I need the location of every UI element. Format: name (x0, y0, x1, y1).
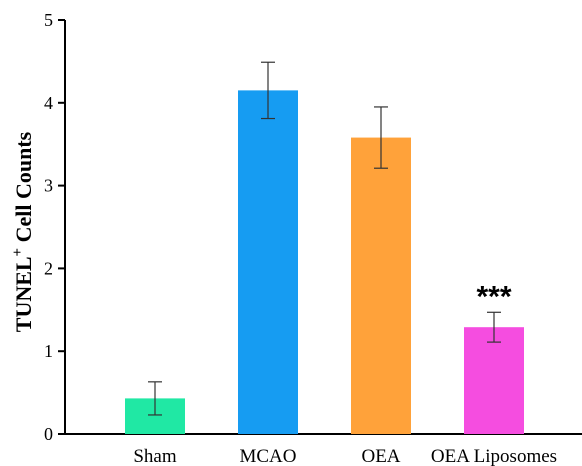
y-tick-label-4: 4 (44, 93, 53, 113)
x-tick-label-0: Sham (133, 446, 177, 466)
x-axis-labels: Sham MCAO OEA OEA Liposomes (133, 446, 557, 466)
y-tick-label-3: 3 (44, 176, 53, 196)
bars (125, 90, 524, 435)
y-axis-ticks: 0 1 2 3 4 5 (44, 10, 65, 444)
y-axis-label: TUNEL+ Cell Counts (10, 131, 36, 332)
bar-oea (351, 137, 411, 435)
bar-mcao (238, 90, 298, 434)
y-tick-label-5: 5 (44, 10, 53, 30)
bar-oea-liposomes (464, 327, 524, 434)
x-tick-label-1: MCAO (239, 446, 296, 466)
error-bars (148, 61, 501, 416)
y-tick-label-2: 2 (44, 258, 53, 278)
y-axis-label-suffix: Cell Counts (11, 131, 36, 248)
x-tick-label-3: OEA Liposomes (431, 446, 557, 466)
y-tick-label-0: 0 (44, 424, 53, 444)
y-axis-label-superscript: + (10, 248, 26, 257)
significance-annotations: *** (476, 280, 511, 313)
y-axis-label-main: TUNEL (11, 256, 36, 332)
significance-marker-3: *** (476, 280, 511, 313)
x-tick-label-2: OEA (361, 446, 400, 466)
y-tick-label-1: 1 (44, 341, 53, 361)
